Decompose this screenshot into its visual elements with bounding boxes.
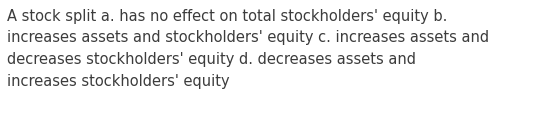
Text: A stock split a. has no effect on total stockholders' equity b.
increases assets: A stock split a. has no effect on total … [7, 9, 489, 89]
